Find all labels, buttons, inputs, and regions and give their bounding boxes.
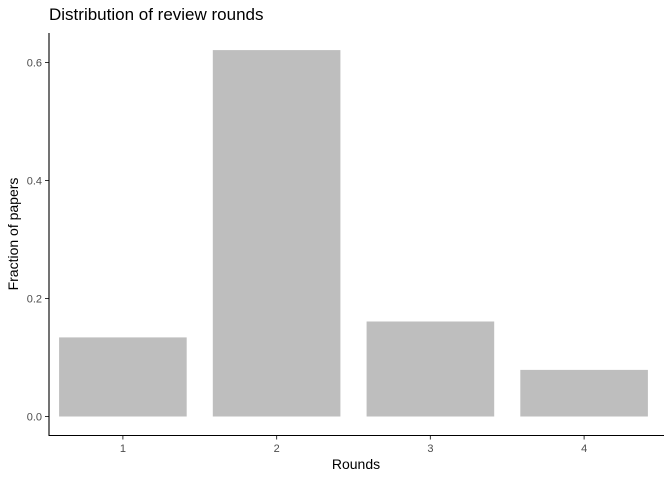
bar-round-3 (366, 321, 495, 417)
chart-title: Distribution of review rounds (49, 5, 263, 24)
x-tick-label: 2 (274, 443, 280, 455)
bar-round-2 (212, 50, 341, 417)
x-tick-label: 3 (427, 443, 433, 455)
x-tick-label: 4 (581, 443, 587, 455)
y-tick-label: 0.2 (27, 294, 42, 306)
bar-round-4 (520, 369, 648, 417)
x-tick-label: 1 (120, 443, 126, 455)
y-tick-label: 0.4 (27, 176, 42, 188)
x-axis-title: Rounds (332, 456, 380, 472)
y-tick-label: 0.0 (27, 412, 42, 424)
y-axis-ticks: 0.0 0.2 0.4 0.6 (27, 58, 49, 424)
x-axis-ticks: 1 2 3 4 (120, 435, 587, 455)
bar-round-1 (59, 337, 187, 417)
y-axis-title: Fraction of papers (5, 178, 21, 291)
y-tick-label: 0.6 (27, 58, 42, 70)
bars-group (59, 50, 648, 417)
